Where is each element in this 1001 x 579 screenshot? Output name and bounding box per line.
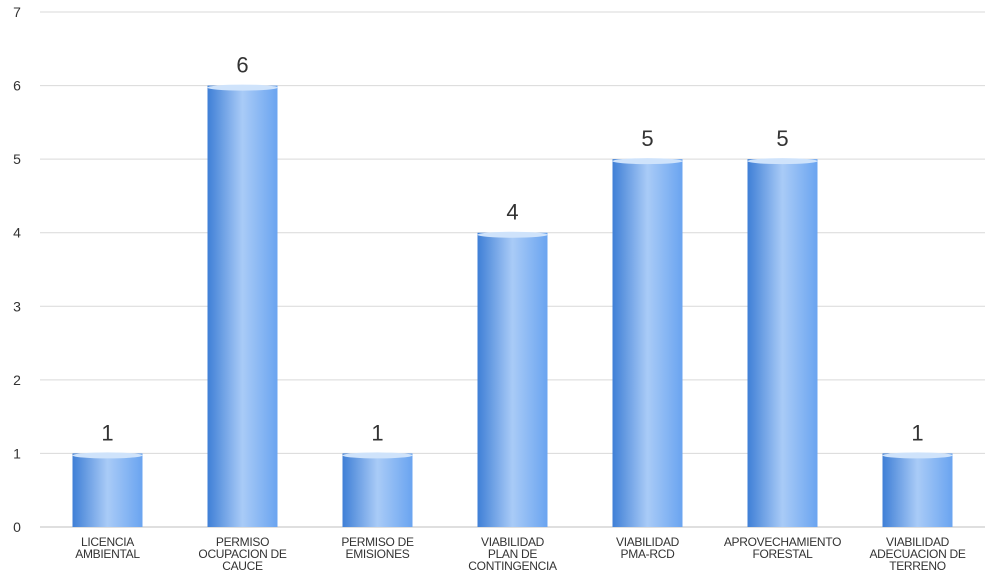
bar-body [477,232,548,527]
category-label-line: APROVECHAMIENTO [724,535,841,549]
bar-top-highlight [882,452,953,459]
bars [72,84,953,528]
category-label-line: FORESTAL [752,547,813,561]
data-label: 1 [371,420,383,445]
bar-body [747,159,818,527]
category-label-line: PERMISO [216,535,269,549]
category-label: VIABILIDAD PMA-RCD [616,535,680,561]
category-label-line: VIABILIDAD [481,535,545,549]
category-label: PERMISO DE EMISIONES [341,535,414,561]
bar-6 [747,158,818,527]
bar-top-highlight [342,452,413,459]
data-label: 1 [911,420,923,445]
category-label-line: EMISIONES [346,547,410,561]
y-tick-label: 6 [13,78,21,94]
category-label-line: CONTINGENCIA [468,559,557,573]
category-label-line: TERRENO [889,559,946,573]
bar-top-highlight [612,158,683,165]
y-tick-label: 1 [13,445,21,461]
category-label-line: PERMISO DE [341,535,414,549]
data-labels: 1 6 1 4 5 5 1 [101,53,923,446]
data-label: 6 [236,53,248,78]
bar-top-highlight [477,231,548,238]
category-label-line: VIABILIDAD [886,535,950,549]
category-label-line: CAUCE [222,559,263,573]
category-label-line: LICENCIA [81,535,134,549]
bar-4 [477,231,548,527]
category-label: PERMISO OCUPACION DE CAUCE [198,535,286,573]
bar-body [882,453,953,527]
data-label: 1 [101,420,113,445]
bar-body [342,453,413,527]
category-label-line: ADECUACION DE [869,547,965,561]
data-label: 5 [641,126,653,151]
category-label-line: PLAN DE [488,547,538,561]
x-axis-categories: LICENCIA AMBIENTAL PERMISO OCUPACION DE CAUC… [75,535,966,573]
category-label: APROVECHAMIENTO FORESTAL [724,535,841,561]
y-tick-label: 3 [13,298,21,314]
category-label-line: AMBIENTAL [75,547,140,561]
bar-top-highlight [207,84,278,91]
category-label: VIABILIDAD PLAN DE CONTINGENCIA [468,535,557,573]
bar-top-highlight [72,452,143,459]
data-label: 5 [776,126,788,151]
y-tick-label: 5 [13,151,21,167]
y-tick-label: 7 [13,4,21,20]
bar-1 [72,452,143,527]
bar-top-highlight [747,158,818,165]
bar-7 [882,452,953,527]
category-label-line: PMA-RCD [621,547,676,561]
category-label-line: VIABILIDAD [616,535,680,549]
y-axis-ticks: 0 1 2 3 4 5 6 7 [13,4,21,535]
bar-body [207,85,278,528]
y-tick-label: 4 [13,225,21,241]
bar-2 [207,84,278,528]
y-tick-label: 2 [13,372,21,388]
bar-3 [342,452,413,527]
bar-body [612,159,683,527]
category-label: VIABILIDAD ADECUACION DE TERRENO [869,535,965,573]
category-label: LICENCIA AMBIENTAL [75,535,140,561]
bar-body [72,453,143,527]
bar-5 [612,158,683,527]
y-tick-label: 0 [13,519,21,535]
category-label-line: OCUPACION DE [198,547,286,561]
data-label: 4 [506,200,518,225]
